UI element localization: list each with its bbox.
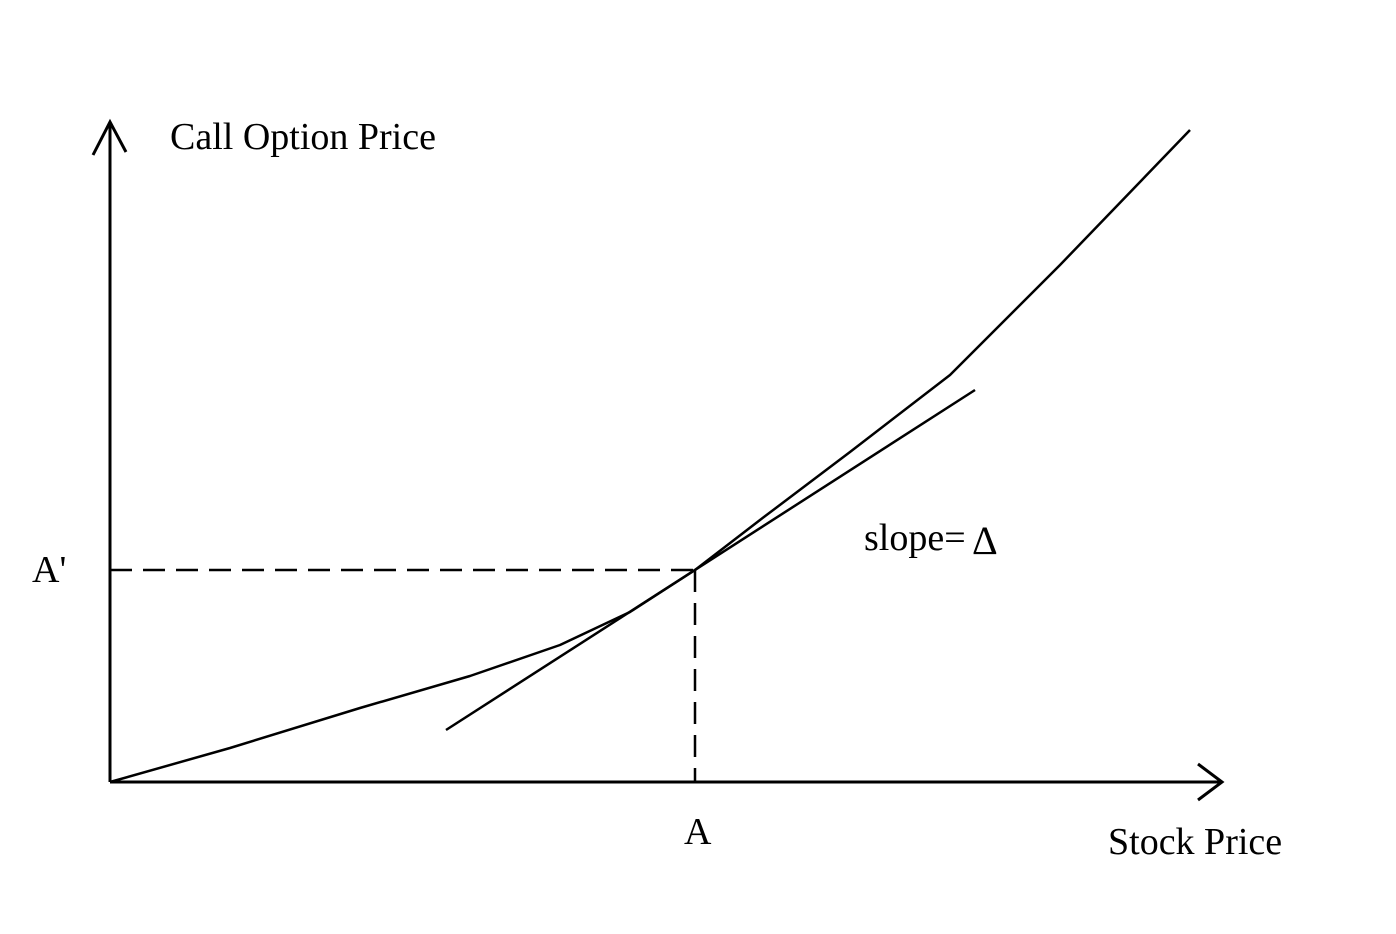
x-axis-label: Stock Price — [1108, 821, 1282, 863]
x-axis — [110, 762, 1225, 802]
delta-symbol: Δ — [972, 518, 998, 563]
point-y-label: A' — [32, 549, 66, 591]
y-axis-label: Call Option Price — [170, 116, 436, 158]
call-price-curve — [109, 129, 1191, 784]
slope-label: slope= — [864, 517, 966, 559]
point-x-label: A — [684, 811, 712, 853]
tangent-line — [445, 388, 976, 732]
y-axis — [91, 118, 128, 782]
